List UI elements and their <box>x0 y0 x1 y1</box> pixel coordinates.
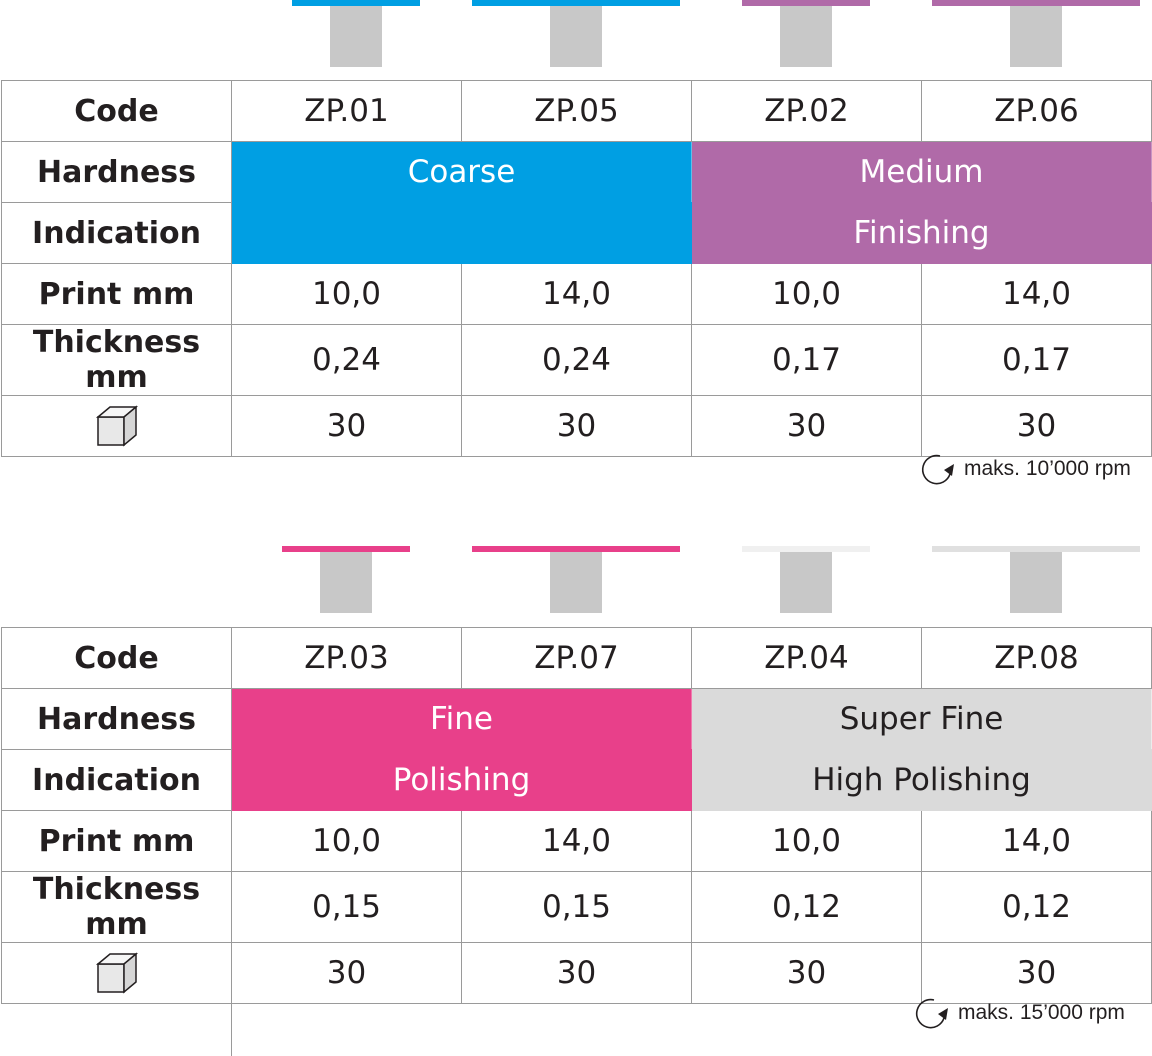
shank-zp07 <box>550 552 602 613</box>
label-indication: Indication <box>1 749 232 811</box>
quantity-cell: 30 <box>691 395 922 457</box>
indication-high-polishing: High Polishing <box>691 749 1152 811</box>
rpm-note-1: maks. 10’000 rpm <box>920 452 1131 486</box>
label-code: Code <box>1 80 232 142</box>
row-print: Print mm 10,0 14,0 10,0 14,0 <box>1 810 1152 872</box>
disc-zp01 <box>292 0 420 6</box>
quantity-cell: 30 <box>921 395 1152 457</box>
row-code: Code ZP.03 ZP.07 ZP.04 ZP.08 <box>1 627 1152 689</box>
rotation-arrow-icon <box>915 998 948 1029</box>
quantity-cell: 30 <box>231 395 462 457</box>
quantity-cell: 30 <box>921 942 1152 1004</box>
print-cell: 10,0 <box>231 263 462 325</box>
indication-left <box>231 202 692 264</box>
code-cell: ZP.07 <box>461 627 692 689</box>
hardness-fine: Fine <box>231 688 692 750</box>
disc-zp06 <box>932 0 1140 6</box>
print-cell: 14,0 <box>921 263 1152 325</box>
print-cell: 14,0 <box>461 263 692 325</box>
divider-line <box>231 992 232 1056</box>
row-quantity: 30 30 30 30 <box>1 942 1152 1004</box>
label-indication: Indication <box>1 202 232 264</box>
code-cell: ZP.03 <box>231 627 462 689</box>
rotation-arrow-icon <box>921 454 954 485</box>
print-cell: 14,0 <box>921 810 1152 872</box>
code-cell: ZP.08 <box>921 627 1152 689</box>
shank-zp08 <box>1010 552 1062 613</box>
indication-polishing: Polishing <box>231 749 692 811</box>
shank-zp05 <box>550 6 602 67</box>
label-code: Code <box>1 627 232 689</box>
label-print: Print mm <box>1 263 232 325</box>
thickness-cell: 0,24 <box>461 324 692 396</box>
disc-zp04 <box>742 546 870 552</box>
hardness-super-fine: Super Fine <box>691 688 1152 750</box>
thickness-cell: 0,12 <box>921 871 1152 943</box>
print-cell: 10,0 <box>231 810 462 872</box>
thickness-cell: 0,15 <box>461 871 692 943</box>
row-quantity: 30 30 30 30 <box>1 395 1152 457</box>
code-cell: ZP.06 <box>921 80 1152 142</box>
code-cell: ZP.05 <box>461 80 692 142</box>
rpm-note-2: maks. 15’000 rpm <box>914 996 1125 1030</box>
box-icon <box>95 952 138 994</box>
print-cell: 14,0 <box>461 810 692 872</box>
disc-zp05 <box>472 0 680 6</box>
hardness-medium: Medium <box>691 141 1152 203</box>
code-cell: ZP.02 <box>691 80 922 142</box>
row-thickness: Thickness mm 0,15 0,15 0,12 0,12 <box>1 871 1152 943</box>
disc-zp07 <box>472 546 680 552</box>
hardness-coarse: Coarse <box>231 141 692 203</box>
quantity-cell: 30 <box>231 942 462 1004</box>
thickness-cell: 0,15 <box>231 871 462 943</box>
package-label <box>1 942 232 1004</box>
disc-zp08 <box>932 546 1140 552</box>
row-thickness: Thickness mm 0,24 0,24 0,17 0,17 <box>1 324 1152 396</box>
shank-zp04 <box>780 552 832 613</box>
label-hardness: Hardness <box>1 688 232 750</box>
print-cell: 10,0 <box>691 810 922 872</box>
print-cell: 10,0 <box>691 263 922 325</box>
row-indication: Indication Finishing <box>1 202 1152 264</box>
row-print: Print mm 10,0 14,0 10,0 14,0 <box>1 263 1152 325</box>
spec-table-2: Code ZP.03 ZP.07 ZP.04 ZP.08 Hardness Fi… <box>1 627 1152 1004</box>
quantity-cell: 30 <box>461 942 692 1004</box>
code-cell: ZP.01 <box>231 80 462 142</box>
thickness-cell: 0,17 <box>921 324 1152 396</box>
package-label <box>1 395 232 457</box>
label-thickness: Thickness mm <box>1 324 232 396</box>
shank-zp01 <box>330 6 382 67</box>
label-print: Print mm <box>1 810 232 872</box>
code-cell: ZP.04 <box>691 627 922 689</box>
spec-table-1: Code ZP.01 ZP.05 ZP.02 ZP.06 Hardness Co… <box>1 80 1152 457</box>
row-hardness: Hardness Fine Super Fine <box>1 688 1152 750</box>
row-hardness: Hardness Coarse Medium <box>1 141 1152 203</box>
shank-zp06 <box>1010 6 1062 67</box>
rpm-text: maks. 10’000 rpm <box>964 457 1131 480</box>
shank-zp02 <box>780 6 832 67</box>
quantity-cell: 30 <box>691 942 922 1004</box>
thickness-cell: 0,17 <box>691 324 922 396</box>
shank-zp03 <box>320 552 372 613</box>
label-thickness: Thickness mm <box>1 871 232 943</box>
row-indication: Indication Polishing High Polishing <box>1 749 1152 811</box>
box-icon <box>95 405 138 447</box>
thickness-cell: 0,24 <box>231 324 462 396</box>
disc-zp03 <box>282 546 410 552</box>
disc-zp02 <box>742 0 870 6</box>
rpm-text: maks. 15’000 rpm <box>958 1001 1125 1024</box>
label-hardness: Hardness <box>1 141 232 203</box>
thickness-cell: 0,12 <box>691 871 922 943</box>
row-code: Code ZP.01 ZP.05 ZP.02 ZP.06 <box>1 80 1152 142</box>
quantity-cell: 30 <box>461 395 692 457</box>
indication-finishing: Finishing <box>691 202 1152 264</box>
